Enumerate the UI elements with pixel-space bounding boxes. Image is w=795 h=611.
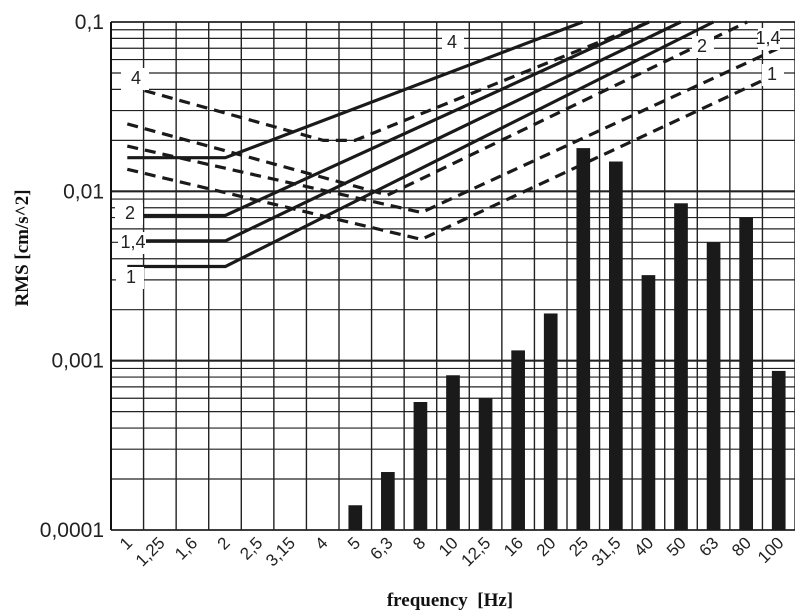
- x-tick-label: 20: [533, 533, 560, 560]
- curve-label-right: 1,4: [755, 28, 780, 48]
- bar-31,5: [609, 161, 623, 531]
- curve-label-left: 4: [131, 68, 141, 88]
- curve-label-right: 2: [697, 36, 707, 56]
- bar-10: [446, 375, 460, 530]
- y-tick-label: 0,1: [75, 11, 104, 34]
- bar-25: [576, 148, 591, 531]
- curve-label-left: 1: [126, 267, 136, 287]
- bar-5: [348, 505, 363, 530]
- curve-label-bg: [121, 68, 149, 90]
- y-tick-label: 0,001: [51, 350, 104, 373]
- curve-dashed-1-4: [126, 46, 780, 215]
- y-tick-label: 0,01: [63, 180, 104, 203]
- curve-labels: 4 2 1,4 1 4 2 1,4 1: [115, 28, 784, 289]
- x-tick-label: 31,5: [588, 533, 625, 570]
- curve-label-left: 2: [125, 203, 135, 223]
- curve-dashed-4: [126, 20, 650, 142]
- x-tick-label: 2,5: [236, 533, 266, 563]
- curve-label-bg: [762, 64, 784, 86]
- y-tick-label: 0,0001: [40, 519, 104, 542]
- curve-solid-4: [127, 20, 584, 160]
- bar-20: [543, 313, 558, 530]
- x-tick-label: 100: [754, 533, 787, 566]
- x-tick-label: 80: [728, 533, 755, 560]
- curve-label-bg: [118, 232, 146, 254]
- x-axis-title: frequency [Hz]: [387, 590, 513, 611]
- bar-50: [674, 203, 688, 530]
- x-tick-label: 12,5: [458, 533, 495, 570]
- x-tick-label: 1,25: [132, 533, 169, 570]
- curve-solid-1-4: [127, 20, 682, 243]
- curve-solid-2: [127, 20, 650, 218]
- bar-63: [706, 242, 721, 530]
- x-tick-label: 3,15: [262, 533, 299, 570]
- bar-6,3: [381, 472, 395, 530]
- bar-100: [771, 370, 786, 530]
- curve-label-bg: [758, 28, 780, 50]
- x-tick-label: 40: [630, 533, 657, 560]
- x-tick-label: 1: [116, 533, 136, 553]
- curve-dashed-1: [126, 71, 780, 242]
- x-tick-label: 1,6: [171, 533, 201, 563]
- curve-label-bg: [115, 203, 143, 225]
- bar-40: [641, 275, 656, 530]
- bar-16: [511, 350, 525, 530]
- x-tick-label: 16: [500, 533, 527, 560]
- x-tick-label: 63: [696, 533, 723, 560]
- x-tick-label: 6,3: [367, 533, 397, 563]
- curve-label-right: 4: [447, 32, 457, 52]
- y-axis-title: RMS [cm/s^2]: [12, 189, 33, 306]
- x-tick-label: 50: [663, 533, 690, 560]
- curve-label-bg: [442, 32, 464, 54]
- bars: [348, 148, 786, 531]
- bar-8: [413, 402, 428, 530]
- x-tick-label: 5: [344, 533, 364, 553]
- x-tick-label: 8: [409, 533, 429, 553]
- bar-80: [739, 217, 753, 530]
- reference-curves: [126, 20, 780, 269]
- y-tick-labels: 0,1 0,01 0,001 0,0001: [40, 11, 104, 542]
- curve-label-bg: [116, 267, 144, 289]
- curve-label-right: 1: [767, 64, 777, 84]
- curve-label-bg: [692, 36, 714, 58]
- x-tick-label: 2: [214, 533, 234, 553]
- bar-12,5: [478, 398, 493, 530]
- curve-label-left: 1,4: [120, 232, 145, 252]
- curve-solid-1: [127, 20, 715, 269]
- x-tick-label: 4: [311, 533, 331, 553]
